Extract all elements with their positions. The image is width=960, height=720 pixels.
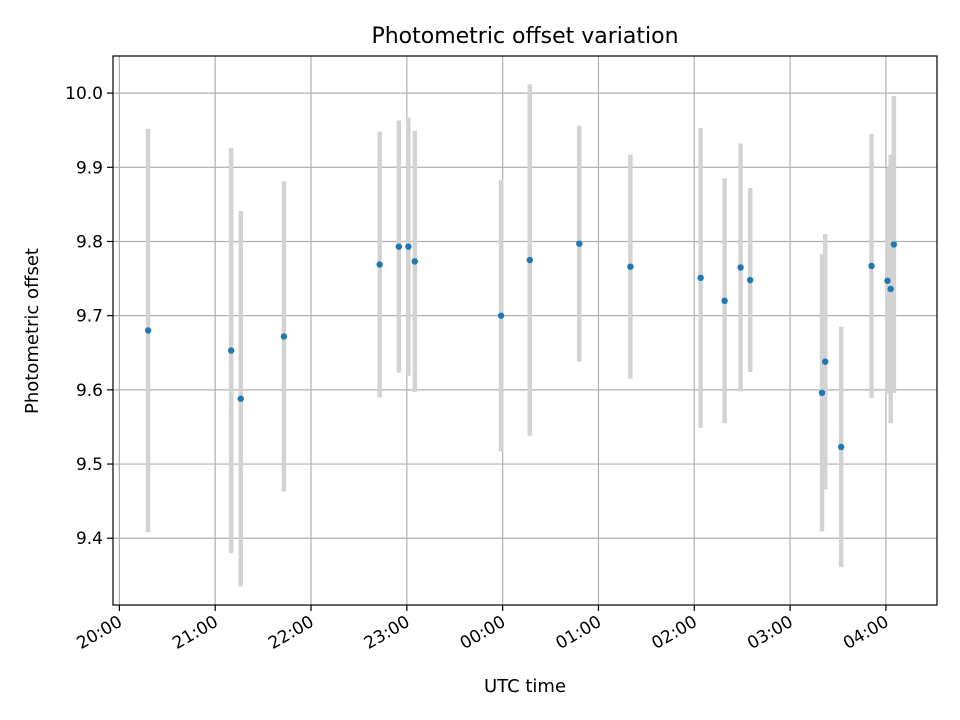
data-point xyxy=(890,241,898,248)
y-tick-label: 9.9 xyxy=(76,158,103,178)
data-point xyxy=(280,333,288,340)
data-point xyxy=(887,285,894,293)
y-axis-label: Photometric offset xyxy=(22,248,43,414)
grid xyxy=(113,56,937,605)
data-point xyxy=(526,256,533,264)
data-point xyxy=(627,263,634,270)
data-point xyxy=(395,243,403,250)
x-tick-label: 04:00 xyxy=(840,612,892,654)
data-point xyxy=(237,395,244,402)
data-point xyxy=(837,443,845,451)
data-point xyxy=(737,264,744,271)
data-point xyxy=(576,240,583,247)
data-point xyxy=(818,389,826,397)
x-tick-label: 22:00 xyxy=(265,612,317,654)
x-tick-label: 01:00 xyxy=(553,612,605,654)
y-tick-label: 9.6 xyxy=(76,381,103,401)
data-point xyxy=(721,297,728,305)
x-tick-label: 20:00 xyxy=(73,612,125,654)
error-bars xyxy=(145,84,897,587)
y-axis-ticks: 9.4 9.5 9.6 9.7 9.8 9.9 10.0 xyxy=(65,84,113,549)
data-point xyxy=(227,347,235,354)
plot-frame xyxy=(112,55,938,606)
y-tick-label: 9.5 xyxy=(76,455,103,475)
data-point xyxy=(405,243,412,250)
x-tick-label: 21:00 xyxy=(169,612,221,654)
y-tick-label: 9.7 xyxy=(76,307,103,327)
x-tick-label: 03:00 xyxy=(744,612,796,654)
x-tick-label: 00:00 xyxy=(457,612,509,654)
x-tick-label: 23:00 xyxy=(361,612,413,654)
data-points xyxy=(144,240,898,451)
data-point xyxy=(411,258,419,265)
data-point xyxy=(497,312,505,319)
x-axis-ticks: 20:00 21:00 22:00 23:00 00:00 01:00 02:00 03:00… xyxy=(73,605,892,654)
chart-title: Photometric offset variation xyxy=(371,24,678,49)
data-point xyxy=(884,277,891,284)
y-tick-label: 10.0 xyxy=(65,84,103,104)
x-tick-label: 02:00 xyxy=(648,612,700,654)
y-tick-label: 9.8 xyxy=(76,232,103,252)
data-point xyxy=(868,262,875,270)
data-point xyxy=(144,327,152,334)
data-point xyxy=(376,261,383,268)
y-tick-label: 9.4 xyxy=(76,529,103,549)
x-axis-label: UTC time xyxy=(484,676,566,697)
data-point xyxy=(746,276,754,284)
data-point xyxy=(822,358,829,365)
data-point xyxy=(697,274,704,282)
